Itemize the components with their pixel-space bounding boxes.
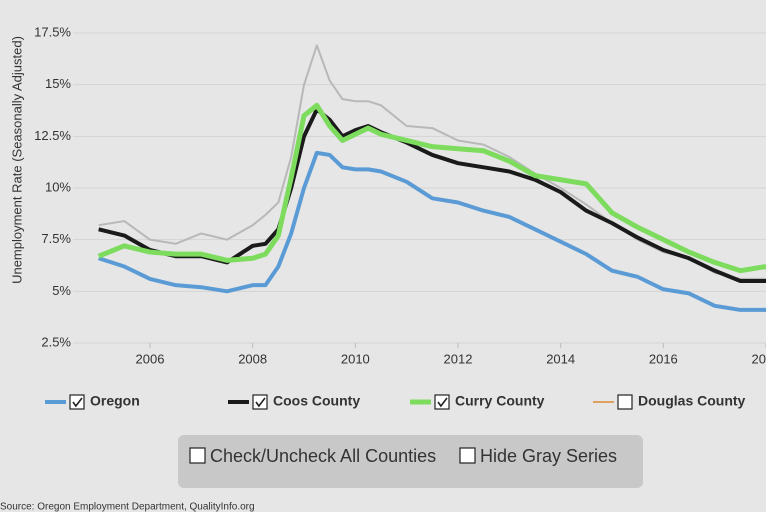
control-panel [178, 435, 643, 488]
x-tick-label: 2010 [341, 351, 370, 366]
y-tick-label: 5% [52, 283, 71, 298]
legend-label[interactable]: Coos County [273, 393, 360, 409]
y-tick-label: 17.5% [34, 24, 71, 39]
x-tick-label: 2006 [136, 351, 165, 366]
control-checkbox[interactable] [459, 447, 476, 464]
legend-label[interactable]: Douglas County [638, 393, 746, 409]
control-label[interactable]: Check/Uncheck All Counties [210, 446, 436, 466]
legend-checkbox[interactable] [252, 394, 268, 410]
x-tick-label: 2012 [444, 351, 473, 366]
y-tick-label: 2.5% [41, 334, 71, 349]
legend-checkbox[interactable] [69, 394, 85, 410]
legend-label[interactable]: Curry County [455, 393, 545, 409]
y-tick-label: 12.5% [34, 128, 71, 143]
legend-checkbox[interactable] [617, 394, 633, 410]
legend-checkbox[interactable] [434, 394, 450, 410]
y-tick-label: 15% [45, 76, 71, 91]
y-tick-label: 7.5% [41, 231, 71, 246]
y-tick-label: 10% [45, 179, 71, 194]
check-mark [72, 397, 83, 408]
check-mark [255, 397, 266, 408]
control-checkbox[interactable] [189, 447, 206, 464]
legend-label[interactable]: Oregon [90, 393, 140, 409]
series-line [97, 102, 766, 274]
x-tick-label: 2014 [546, 351, 575, 366]
x-tick-label: 2018 [752, 351, 766, 366]
control-label[interactable]: Hide Gray Series [480, 446, 617, 466]
check-mark [437, 397, 448, 408]
x-tick-label: 2016 [649, 351, 678, 366]
source: Source: Oregon Employment Department, Qu… [0, 502, 255, 512]
series-line [98, 150, 766, 312]
x-tick-label: 2008 [238, 351, 267, 366]
y-axis-label: Unemployment Rate (Seasonally Adjusted) [9, 36, 24, 284]
